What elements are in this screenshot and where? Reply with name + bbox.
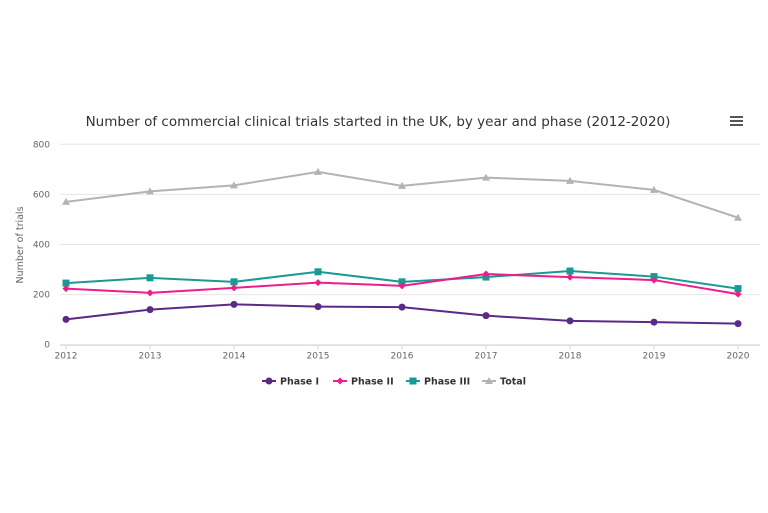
data-point[interactable] [230,278,238,286]
data-point[interactable] [650,276,658,284]
data-point[interactable] [398,282,406,290]
x-tick-label: 2019 [643,352,666,362]
legend-label: Phase III [424,377,470,388]
data-point[interactable] [482,312,490,320]
legend-item-phase-i[interactable]: Phase I [262,377,319,388]
y-tick-label: 0 [44,341,50,351]
data-point[interactable] [734,213,742,221]
data-point[interactable] [734,290,742,298]
x-tick-label: 2014 [223,352,246,362]
y-axis-label: Number of trials [15,206,26,283]
data-point[interactable] [230,181,238,189]
data-point[interactable] [398,278,406,286]
data-point[interactable] [566,273,574,281]
legend-item-phase-iii[interactable]: Phase III [406,377,470,388]
x-tick-label: 2016 [391,352,414,362]
y-tick-label: 200 [33,291,50,301]
legend-symbol-icon [409,377,417,385]
data-point[interactable] [398,303,406,311]
data-point[interactable] [230,300,238,308]
x-tick-label: 2017 [475,352,498,362]
x-tick-label: 2012 [55,352,78,362]
x-tick-label: 2015 [307,352,330,362]
data-point[interactable] [314,167,322,175]
data-point[interactable] [62,315,70,323]
data-point[interactable] [734,320,742,328]
series-total [62,167,742,221]
series-phase-i [62,300,742,328]
legend-item-phase-ii[interactable]: Phase II [333,377,394,388]
chart-title: Number of commercial clinical trials sta… [86,114,671,130]
data-point[interactable] [146,306,154,314]
data-point[interactable] [146,187,154,195]
legend-symbol-icon [485,377,493,384]
series-phase-ii [62,270,742,298]
data-point[interactable] [314,268,322,276]
data-point[interactable] [146,274,154,282]
legend-item-total[interactable]: Total [482,377,526,388]
data-point[interactable] [566,317,574,325]
data-point[interactable] [566,267,574,275]
data-point[interactable] [146,289,154,297]
data-point[interactable] [566,176,574,184]
data-point[interactable] [734,285,742,293]
y-tick-label: 800 [33,140,50,150]
data-point[interactable] [482,270,490,278]
y-tick-label: 600 [33,190,50,200]
hamburger-menu-icon[interactable] [730,116,743,126]
x-tick-label: 2013 [139,352,162,362]
data-point[interactable] [650,185,658,193]
data-point[interactable] [62,279,70,287]
data-point[interactable] [650,318,658,326]
legend-label: Phase II [351,377,394,388]
data-point[interactable] [62,197,70,205]
legend-label: Phase I [280,377,319,388]
legend-label: Total [500,377,526,388]
data-point[interactable] [398,181,406,189]
data-point[interactable] [62,285,70,293]
legend-symbol-icon [265,377,273,385]
data-point[interactable] [482,173,490,181]
series-phase-iii [62,267,742,293]
data-point[interactable] [314,279,322,287]
x-tick-label: 2020 [727,352,750,362]
legend-symbol-icon [336,377,344,385]
data-point[interactable] [230,284,238,292]
data-point[interactable] [314,303,322,311]
y-tick-label: 400 [33,241,50,251]
x-tick-label: 2018 [559,352,582,362]
data-point[interactable] [650,273,658,281]
